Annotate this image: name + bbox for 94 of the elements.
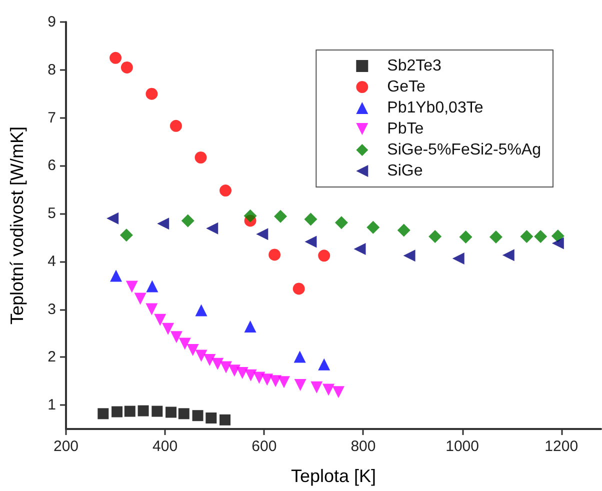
point: [195, 304, 208, 316]
point: [294, 378, 306, 391]
point: [268, 248, 281, 261]
point: [181, 214, 194, 228]
point: [552, 237, 564, 250]
point: [397, 224, 410, 237]
point: [112, 406, 123, 418]
y-axis-title: Teplotní vodivost [W/mK]: [7, 126, 27, 325]
point: [332, 386, 344, 398]
point: [120, 61, 133, 74]
point: [318, 250, 330, 262]
point: [146, 303, 158, 316]
point: [220, 414, 231, 426]
point: [152, 406, 163, 417]
y-tick-label: 2: [48, 348, 56, 366]
point: [520, 230, 534, 244]
point: [162, 322, 174, 335]
point: [120, 228, 133, 242]
point: [170, 331, 182, 344]
point: [186, 344, 199, 356]
point: [403, 250, 416, 262]
x-tick-label: 200: [53, 438, 79, 455]
legend-label: SiGe-5%FeSi2-5%Ag: [387, 142, 541, 158]
point: [138, 405, 149, 416]
point: [110, 52, 122, 64]
point: [322, 384, 335, 396]
point: [534, 230, 548, 244]
point: [274, 210, 287, 223]
point: [206, 222, 218, 234]
point: [204, 354, 216, 366]
point: [354, 242, 366, 255]
point: [195, 350, 208, 362]
point: [98, 408, 109, 420]
point: [334, 216, 348, 230]
point: [220, 184, 232, 197]
point: [157, 218, 170, 230]
point: [126, 280, 138, 293]
y-tick-label: 8: [48, 61, 56, 78]
point: [124, 406, 136, 417]
point: [178, 408, 190, 420]
point: [244, 369, 257, 382]
point: [178, 338, 191, 350]
point: [489, 230, 502, 244]
point: [270, 375, 282, 388]
point: [212, 358, 224, 370]
point: [318, 358, 330, 370]
point: [310, 381, 323, 394]
point: [194, 152, 207, 164]
point: [366, 220, 380, 234]
point: [244, 320, 256, 333]
point: [220, 361, 232, 374]
point: [106, 212, 119, 224]
y-tick-label: 5: [48, 205, 56, 222]
point: [502, 249, 514, 262]
x-tick-label: 400: [152, 438, 178, 455]
point: [256, 228, 268, 240]
point: [551, 230, 564, 243]
point: [304, 212, 318, 226]
point: [146, 280, 158, 292]
point: [146, 88, 158, 100]
point: [278, 376, 290, 388]
y-tick-label: 6: [48, 157, 56, 174]
point: [228, 364, 240, 377]
legend-label: SiGe: [387, 162, 423, 180]
point: [192, 410, 204, 422]
legend-label: Sb2Te3: [387, 58, 442, 74]
point: [170, 120, 182, 132]
point: [459, 230, 472, 244]
point: [261, 374, 274, 386]
point: [428, 230, 442, 244]
point: [236, 366, 248, 379]
x-tick-label: 1200: [544, 438, 578, 455]
legend-label: GeTe: [387, 78, 426, 96]
point: [304, 236, 317, 248]
point: [110, 270, 122, 282]
y-tick-label: 4: [48, 252, 56, 270]
y-tick-label: 3: [48, 300, 56, 318]
x-tick-label: 800: [350, 438, 376, 455]
point: [244, 209, 257, 222]
legend-label: PbTe: [387, 120, 424, 138]
y-tick-label: 9: [48, 14, 56, 30]
point: [206, 412, 217, 424]
x-tick-label: 1000: [446, 438, 479, 455]
point: [452, 252, 464, 265]
point: [166, 406, 177, 418]
point: [292, 282, 305, 295]
x-tick-label: 600: [252, 438, 277, 455]
point: [134, 292, 146, 305]
point: [294, 350, 306, 363]
y-tick-label: 7: [48, 109, 56, 126]
x-axis-title: Teplota [K]: [290, 466, 376, 486]
y-tick-label: 1: [48, 396, 56, 414]
legend-label: Pb1Yb0,03Te: [387, 100, 484, 116]
point: [154, 314, 166, 326]
